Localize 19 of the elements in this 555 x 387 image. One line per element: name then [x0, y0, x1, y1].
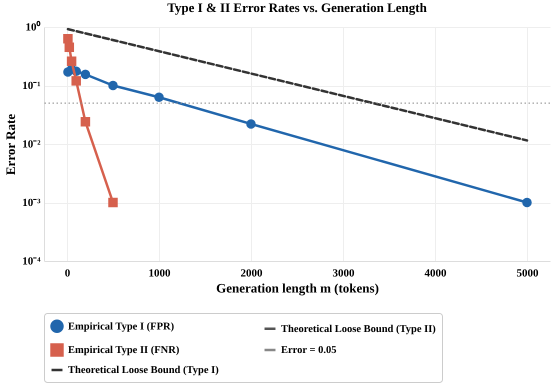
x-tick-label: 3000	[332, 268, 355, 280]
x-axis-title: Generation length m (tokens)	[216, 280, 379, 296]
x-tick-label: 1000	[148, 268, 171, 280]
x-tick-label: 0	[64, 268, 71, 280]
legend-label: Theoretical Loose Bound (Type I)	[68, 365, 220, 376]
y-axis-title: Error Rate	[3, 114, 18, 176]
y-tick-label: 10⁻³	[22, 197, 42, 209]
legend-label: Empirical Type II (FNR)	[68, 345, 180, 356]
x-tick-label: 2000	[240, 268, 263, 280]
y-tick-label: 10⁰	[26, 20, 40, 34]
y-tick-label: 10⁻⁴	[22, 256, 42, 268]
x-tick-label: 5000	[516, 268, 539, 280]
y-tick-label: 10⁻¹	[22, 80, 40, 92]
legend-label: Empirical Type I (FPR)	[68, 321, 175, 332]
legend-label: Error = 0.05	[281, 345, 336, 356]
y-tick-label: 10⁻²	[22, 138, 42, 150]
legend-label: Theoretical Loose Bound (Type II)	[281, 324, 436, 335]
chart-title: Type I & II Error Rates vs. Generation Length	[167, 0, 428, 15]
x-tick-label: 4000	[424, 268, 447, 280]
